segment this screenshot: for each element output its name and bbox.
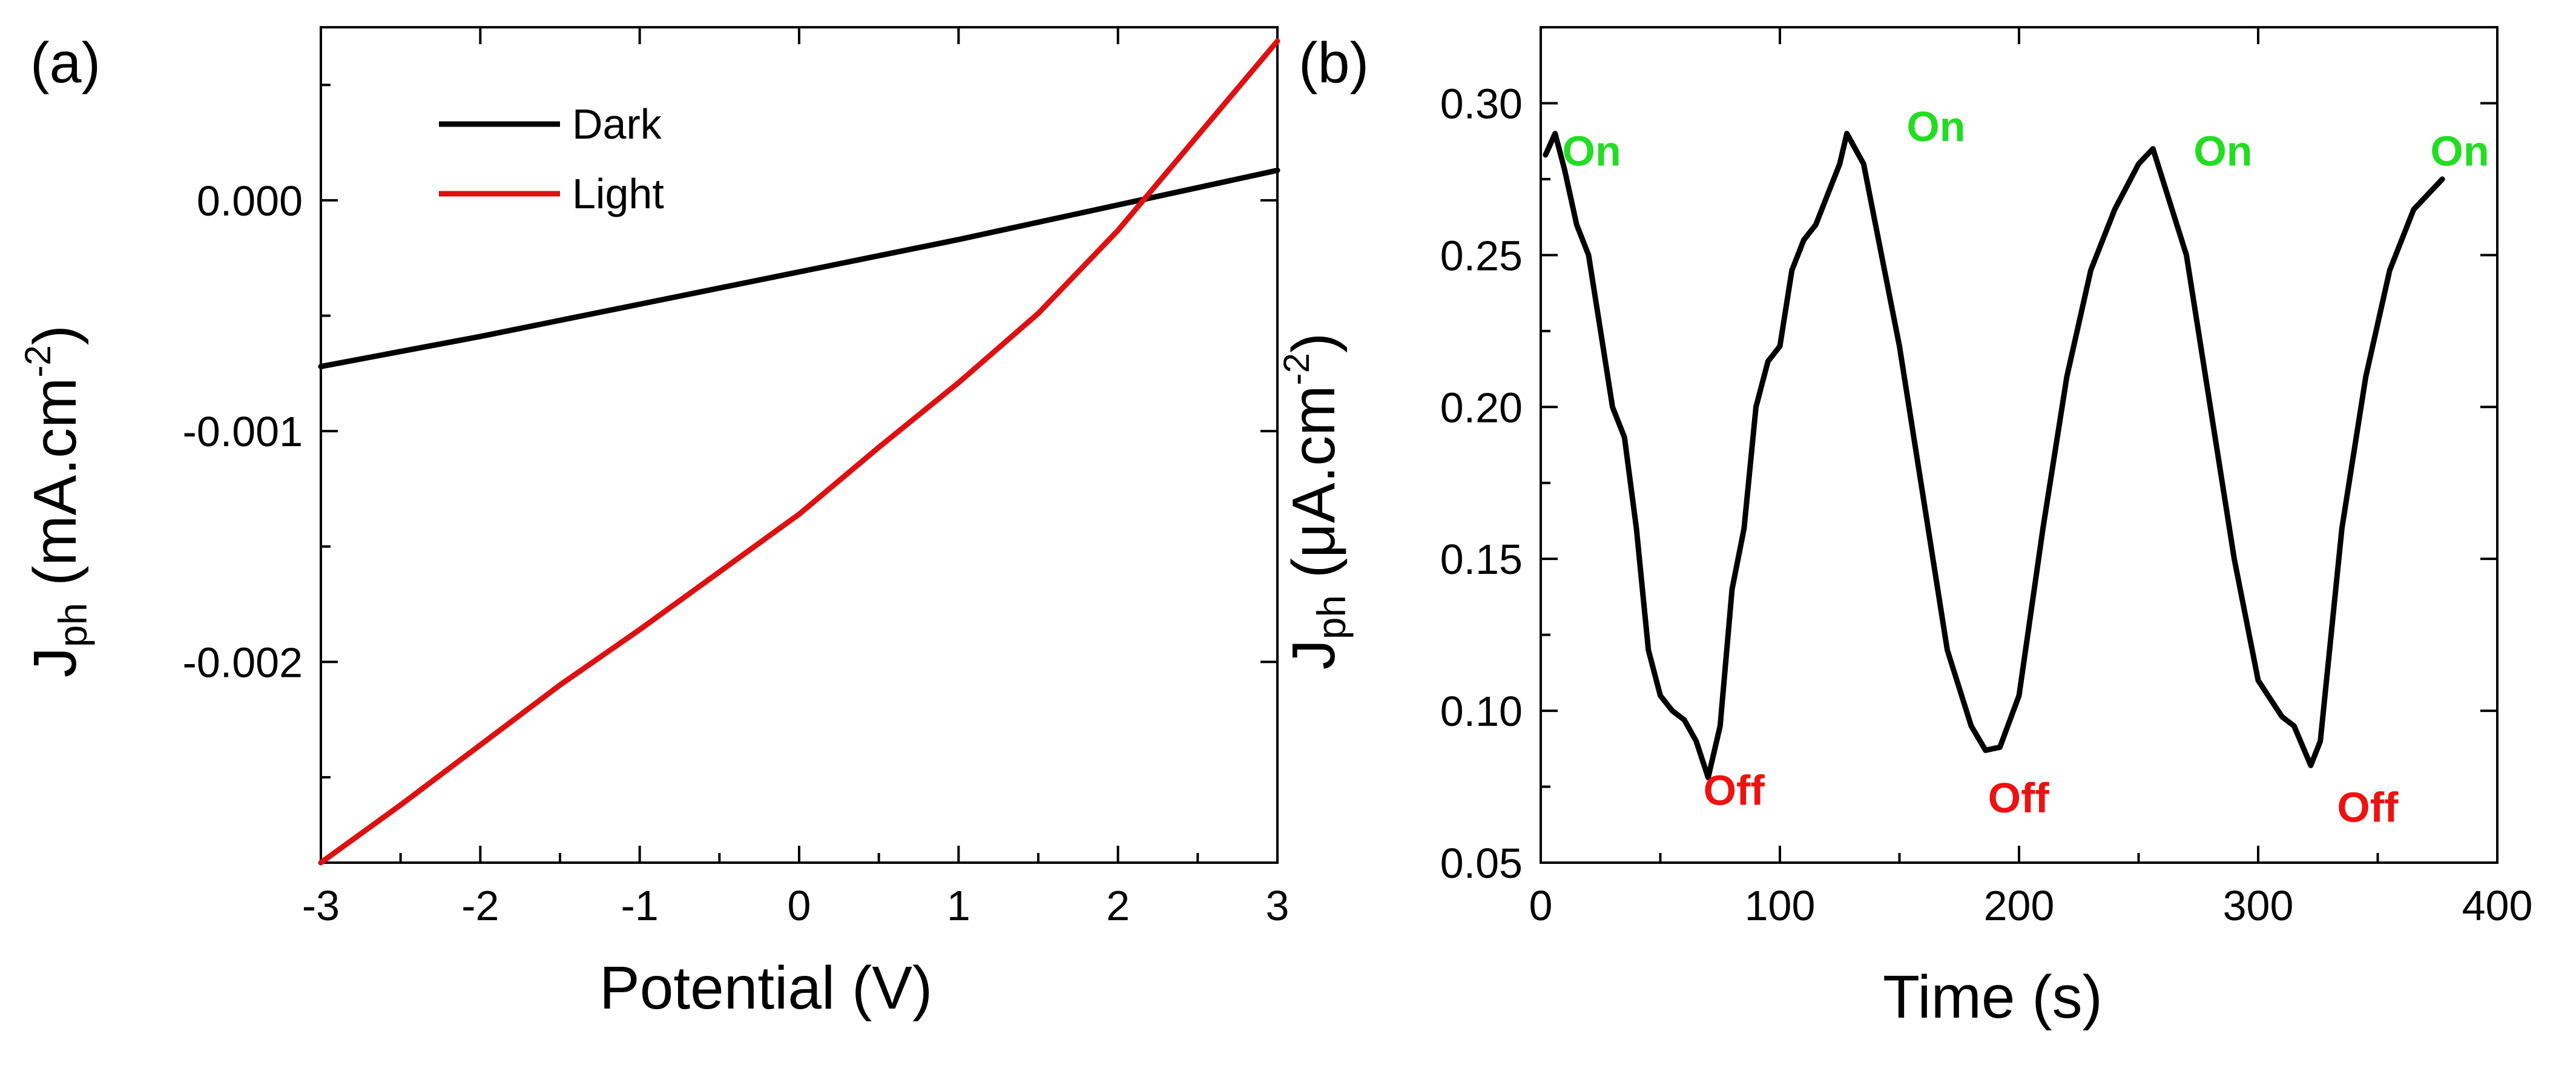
panel-a-y-tick-label: -0.002 <box>183 639 303 686</box>
panel-a-series-dark <box>318 167 1280 369</box>
panel-b-y-tick-label: 0.30 <box>1440 80 1523 127</box>
annotation-off-label: Off <box>1704 767 1765 814</box>
annotation-off-label: Off <box>1988 774 2050 822</box>
panel-b-x-tick-label: 300 <box>2223 882 2294 929</box>
annotation-on-label: On <box>1906 103 1965 150</box>
panel-a-x-tick-label: 3 <box>1266 882 1290 929</box>
panel-b-y-tick-label: 0.15 <box>1440 536 1523 583</box>
panel-a-x-tick-label: 0 <box>788 882 811 929</box>
panel-b-x-axis-title: Time (s) <box>1883 963 2103 1031</box>
panel-a-label: (a) <box>30 31 101 95</box>
panel-a-x-tick-label: -1 <box>621 882 659 929</box>
panel-a-y-tick-label: 0.000 <box>197 177 303 225</box>
panel-b-y-tick-label: 0.20 <box>1440 384 1523 431</box>
panel-b-x-tick-label: 200 <box>1984 882 2055 929</box>
panel-b-label: (b) <box>1299 31 1369 95</box>
panel-a-y-tick-label: -0.001 <box>183 408 303 455</box>
annotation-off-label: Off <box>2337 783 2399 831</box>
panel-b-y-tick-label: 0.05 <box>1440 840 1523 887</box>
annotation-on-label: On <box>2430 127 2489 174</box>
panel-a-x-tick-label: -2 <box>461 882 499 929</box>
panel-b-x-tick-label: 400 <box>2462 882 2533 929</box>
legend-label-dark: Dark <box>572 100 662 148</box>
panel-a-x-tick-label: -3 <box>302 882 340 929</box>
panel-b-y-tick-label: 0.10 <box>1440 688 1523 735</box>
panel-b-y-tick-label: 0.25 <box>1440 232 1523 279</box>
panel-b-x-tick-label: 0 <box>1529 882 1553 929</box>
panel-a-x-axis-title: Potential (V) <box>599 954 933 1022</box>
annotation-on-label: On <box>2193 127 2252 174</box>
annotation-on-label: On <box>1563 127 1621 174</box>
panel-a-x-tick-label: 1 <box>947 882 970 929</box>
panel-a-series-light <box>318 38 1280 866</box>
panel-b-series-jph <box>1543 131 2445 780</box>
panel-a-axes-frame <box>320 26 1279 864</box>
panel-b-x-tick-label: 100 <box>1745 882 1816 929</box>
legend-label-light: Light <box>572 170 664 217</box>
panel-a-x-tick-label: 2 <box>1106 882 1130 929</box>
